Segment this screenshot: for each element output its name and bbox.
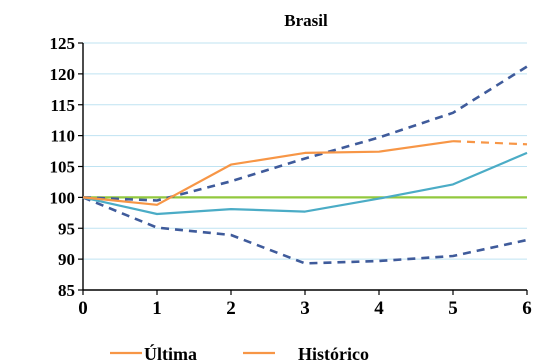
x-tick-label: 2	[226, 298, 236, 319]
x-tick-label: 0	[78, 298, 88, 319]
x-tick-label: 5	[448, 298, 458, 319]
y-tick-label: 120	[50, 65, 76, 84]
series-line-3	[82, 65, 528, 202]
x-tick-label: 6	[522, 298, 532, 319]
grid	[83, 42, 527, 260]
series-line-1	[452, 140, 528, 146]
x-tick-label: 1	[152, 298, 162, 319]
y-tick-label: 90	[58, 250, 75, 269]
chart-title: Brasil	[284, 11, 328, 30]
y-tick-label: 85	[58, 281, 75, 300]
x-tick-label: 4	[374, 298, 384, 319]
legend: Última Histórico	[110, 343, 369, 362]
series-line-4	[82, 196, 528, 265]
y-tick-label: 110	[50, 127, 75, 146]
series-line-última	[82, 140, 454, 206]
y-tick-label: 95	[58, 219, 75, 238]
y-tick-label: 115	[50, 96, 75, 115]
series-line-histórico	[82, 151, 528, 216]
y-tick-label: 105	[50, 158, 76, 177]
x-tick-label: 3	[300, 298, 310, 319]
y-tick-label: 100	[50, 188, 76, 207]
legend-label: Histórico	[298, 344, 369, 362]
axes: 85 90 95 100 105 110 115 120 125 0 1 2 3 4 5 6	[50, 34, 532, 319]
y-tick-label: 125	[50, 34, 76, 53]
series-group	[82, 65, 528, 265]
legend-label: Última	[144, 343, 197, 362]
